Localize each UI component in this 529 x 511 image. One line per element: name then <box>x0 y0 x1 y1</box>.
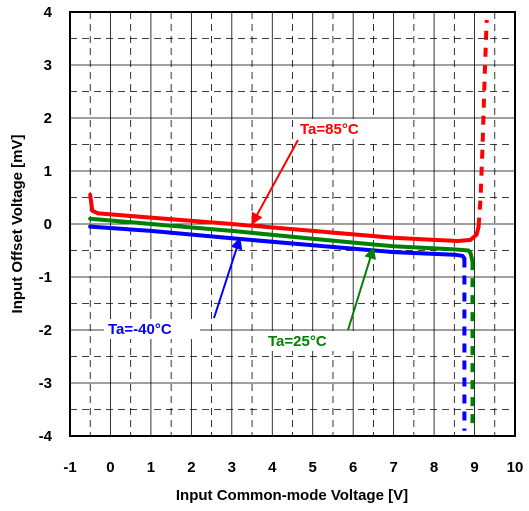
annotation-label: Ta=-40°C <box>108 321 172 338</box>
annotation-label-bg <box>264 331 360 351</box>
x-tick-label: 7 <box>389 459 397 476</box>
x-tick-label: 9 <box>470 459 478 476</box>
x-tick-labels: -1 0 1 2 3 4 5 6 7 8 9 10 <box>63 459 523 476</box>
y-axis-title: Input Offset Voltage [mV] <box>9 135 26 314</box>
x-tick-label: 5 <box>309 459 317 476</box>
x-tick-label: 4 <box>268 459 277 476</box>
y-tick-label: 3 <box>44 57 52 74</box>
x-axis-title: Input Common-mode Voltage [V] <box>176 487 408 504</box>
x-tick-label: 0 <box>106 459 114 476</box>
y-tick-label: -3 <box>39 375 52 392</box>
annotation-label-bg <box>104 319 200 339</box>
x-tick-label: -1 <box>63 459 76 476</box>
x-tick-label: 6 <box>349 459 357 476</box>
y-tick-label: 2 <box>44 110 52 127</box>
series-line-solid <box>88 216 475 264</box>
series-line-solid <box>88 224 467 261</box>
series-line-solid <box>88 192 481 243</box>
annotation-arrow <box>213 237 243 319</box>
annotation-arrow <box>347 246 376 331</box>
series-line-dotted <box>476 19 489 227</box>
y-tick-label: -2 <box>39 322 52 339</box>
annotation-arrow <box>251 139 299 226</box>
x-tick-label: 10 <box>507 459 524 476</box>
y-tick-label: 0 <box>44 216 52 233</box>
y-tick-label: -4 <box>39 428 53 445</box>
y-tick-label: 1 <box>44 163 52 180</box>
annotation-label: Ta=85°C <box>300 121 359 138</box>
annotation-label: Ta=25°C <box>268 333 327 350</box>
x-tick-label: 2 <box>187 459 195 476</box>
annotations: Ta=85°C Ta=25°C Ta=-40°C <box>104 119 392 351</box>
plot-frame <box>69 11 516 437</box>
series-layer <box>88 19 489 431</box>
annotation-label-bg <box>296 119 392 139</box>
y-tick-labels: 4 3 2 1 0 -1 -2 -3 -4 <box>39 4 53 445</box>
x-tick-label: 3 <box>228 459 236 476</box>
x-tick-label: 1 <box>147 459 155 476</box>
y-tick-label: -1 <box>39 269 52 286</box>
y-tick-label: 4 <box>44 4 53 21</box>
x-tick-label: 8 <box>430 459 438 476</box>
